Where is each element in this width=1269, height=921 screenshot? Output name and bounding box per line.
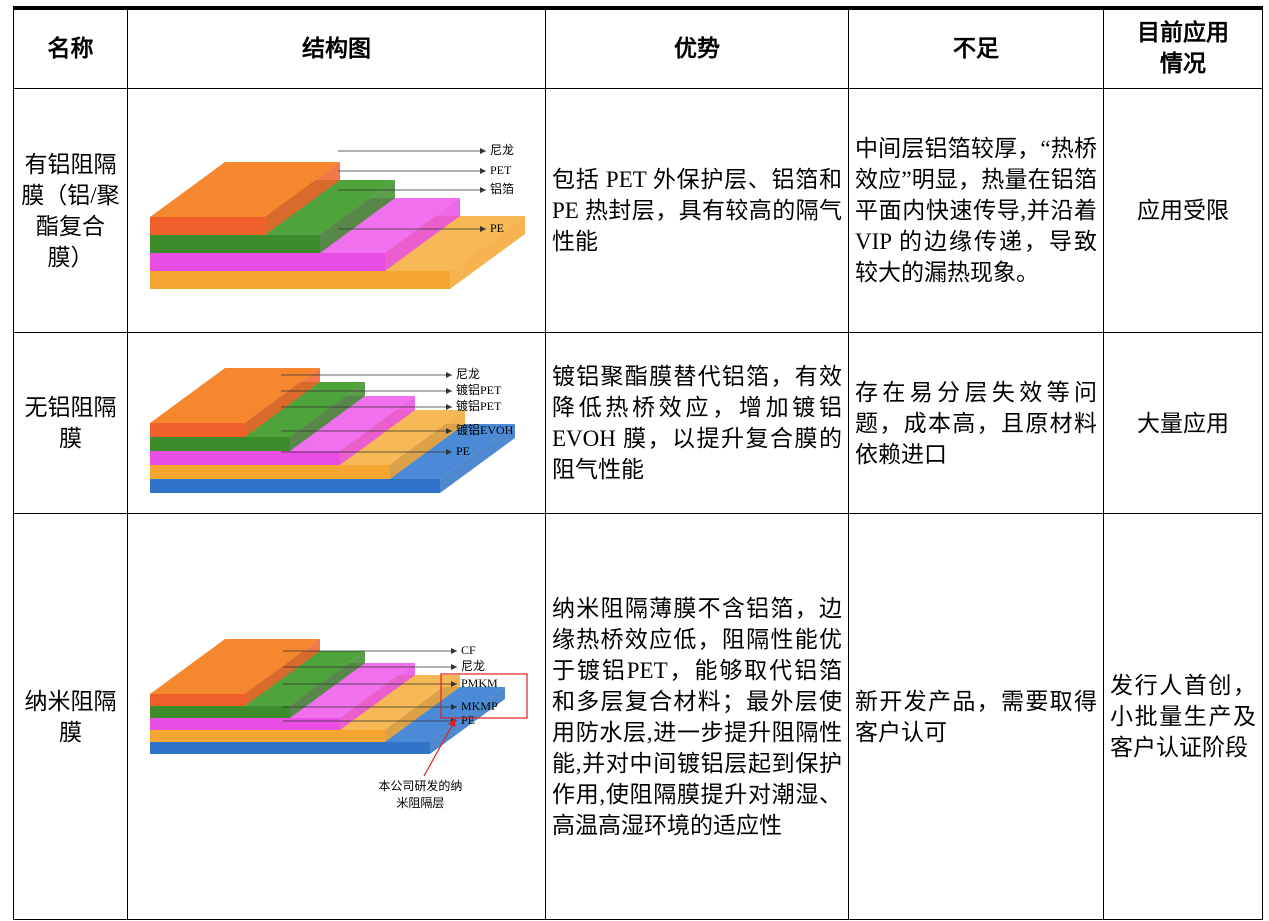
layer-side [340, 663, 415, 730]
layer-front [150, 437, 290, 451]
layer-front [150, 451, 340, 465]
layer-side [245, 639, 320, 706]
layer-label: PET [490, 163, 512, 177]
layer-side [320, 180, 395, 253]
diagram: 尼龙 PET 铝箔 PE [128, 89, 546, 332]
row: 无铝阻隔膜 尼龙 镀铝PET 镀铝PET 镀铝EVOH PE 镀铝聚酯膜替代铝箔，有效降… [13, 332, 1263, 514]
highlight-box [440, 673, 528, 719]
layer-top [150, 368, 320, 423]
leader-arrow [480, 187, 486, 193]
layer-side [265, 162, 340, 235]
application-cell: 大量应用 [1103, 332, 1263, 514]
layer-label: PMKM [461, 676, 498, 690]
header-cell: 目前应用情况 [1103, 6, 1263, 89]
leader-arrow [446, 428, 452, 434]
advantages-cell: 包括 PET 外保护层、铝箔和 PE 热封层，具有较高的隔气性能 [545, 88, 849, 333]
leader-arrow [446, 404, 452, 410]
leader-arrow [446, 372, 452, 378]
layer-top [150, 162, 340, 217]
layer-label: PE [456, 444, 470, 458]
leader-arrow [451, 704, 457, 710]
diagram-cell: 尼龙 镀铝PET 镀铝PET 镀铝EVOH PE [127, 332, 546, 514]
leader-arrow [451, 648, 457, 654]
layer-label: PE [461, 713, 475, 727]
diagram-cell: CF 尼龙 PMKM MKMP PE 本公司研发的纳米阻隔层 [127, 513, 546, 920]
layer-side [440, 424, 515, 493]
layer-front [150, 694, 245, 706]
layer-front [150, 253, 385, 271]
diagram-cell: 尼龙 PET 铝箔 PE [127, 88, 546, 333]
layer-front [150, 271, 450, 289]
header-cell: 结构图 [127, 6, 546, 89]
diagram-note: 本公司研发的纳米阻隔层 [378, 779, 463, 810]
layer-side [430, 687, 505, 754]
header-cell: 名称 [13, 6, 128, 89]
layer-front [150, 730, 385, 742]
row: 有铝阻隔膜（铝/聚酯复合膜） 尼龙 PET 铝箔 PE 包括 PET 外保护层、铝箔和… [13, 88, 1263, 333]
layer-top [150, 639, 320, 694]
layer-front [150, 742, 430, 754]
layer-front [150, 718, 340, 730]
layer-side [390, 410, 465, 479]
header-row: 名称 结构图 优势 不足 目前应用情况 [13, 6, 1263, 89]
leader-arrow [451, 664, 457, 670]
diagram: 尼龙 镀铝PET 镀铝PET 镀铝EVOH PE [128, 333, 546, 513]
layer-front [150, 706, 290, 718]
leader-arrow [446, 388, 452, 394]
layer-side [290, 382, 365, 451]
leader-arrow [480, 226, 486, 232]
layer-front [150, 423, 245, 437]
layer-label: 铝箔 [490, 181, 514, 196]
diagram: CF 尼龙 PMKM MKMP PE 本公司研发的纳米阻隔层 [128, 514, 546, 919]
layer-label: CF [461, 643, 476, 657]
leader-arrow [480, 148, 486, 154]
comparison-table: 名称 结构图 优势 不足 目前应用情况 有铝阻隔膜（铝/聚酯复合膜） 尼龙 PET… [13, 6, 1263, 920]
layer-label: 镀铝PET [456, 382, 502, 397]
layer-side [340, 396, 415, 465]
drawbacks-cell: 存在易分层失效等问题，成本高，且原材料依赖进口 [848, 332, 1104, 514]
drawbacks-cell: 中间层铝箔较厚，“热桥效应”明显，热量在铝箔平面内快速传导,并沿着 VIP 的边… [848, 88, 1104, 333]
note-arrow [423, 721, 455, 777]
application-cell: 应用受限 [1103, 88, 1263, 333]
layer-side [290, 651, 365, 718]
layer-label: 镀铝EVOH [456, 422, 514, 437]
name-cell: 纳米阻隔膜 [13, 513, 128, 920]
application-cell: 发行人首创，小批量生产及客户认证阶段 [1103, 513, 1263, 920]
leader-arrow [480, 168, 486, 174]
layer-front [150, 479, 440, 493]
header-cell: 不足 [848, 6, 1104, 89]
name-cell: 无铝阻隔膜 [13, 332, 128, 514]
diagram-svg: 尼龙 PET 铝箔 PE [150, 143, 525, 289]
layer-label: MKMP [461, 699, 498, 713]
layer-label: 尼龙 [456, 367, 480, 381]
advantages-cell: 纳米阻隔薄膜不含铝箔，边缘热桥效应低，阻隔性能优于镀铝PET，能够取代铝箔和多层… [545, 513, 849, 920]
layer-label: 尼龙 [490, 143, 514, 157]
layer-label: PE [490, 221, 504, 235]
layer-front [150, 217, 265, 235]
drawbacks-cell: 新开发产品，需要取得客户认可 [848, 513, 1104, 920]
advantages-cell: 镀铝聚酯膜替代铝箔，有效降低热桥效应，增加镀铝 EVOH 膜，以提升复合膜的阻气… [545, 332, 849, 514]
layer-front [150, 235, 320, 253]
header-cell: 优势 [545, 6, 849, 89]
leader-arrow [451, 681, 457, 687]
note-arrowhead [448, 718, 456, 727]
name-cell: 有铝阻隔膜（铝/聚酯复合膜） [13, 88, 128, 333]
layer-side [450, 216, 525, 289]
layer-side [245, 368, 320, 437]
layer-front [150, 465, 390, 479]
header-text: 目前应用情况 [1137, 20, 1229, 77]
layer-label: 镀铝PET [456, 398, 502, 413]
leader-arrow [446, 449, 452, 455]
row: 纳米阻隔膜 CF 尼龙 PMKM MKMP PE 本公司研发的纳米阻隔层 纳米阻隔薄膜不含… [13, 513, 1263, 920]
layer-side [385, 198, 460, 271]
layer-label: 尼龙 [461, 659, 485, 673]
